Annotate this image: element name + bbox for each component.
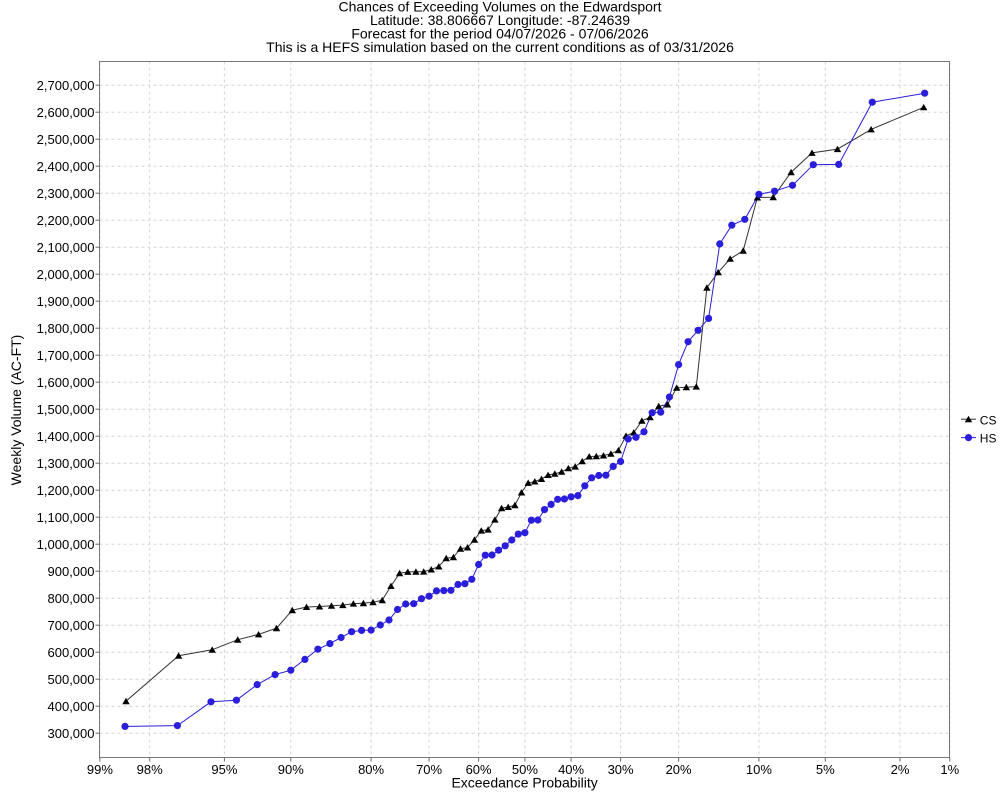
svg-text:1,200,000: 1,200,000 <box>37 483 95 498</box>
svg-text:30%: 30% <box>608 762 634 777</box>
svg-text:2,700,000: 2,700,000 <box>37 78 95 93</box>
svg-text:800,000: 800,000 <box>48 591 95 606</box>
svg-text:5%: 5% <box>816 762 835 777</box>
svg-text:90%: 90% <box>278 762 304 777</box>
svg-text:99%: 99% <box>87 762 113 777</box>
svg-text:50%: 50% <box>512 762 538 777</box>
svg-text:Exceedance Probability: Exceedance Probability <box>451 775 597 791</box>
svg-text:Chances of Exceeding Volumes o: Chances of Exceeding Volumes on the Edwa… <box>339 0 662 15</box>
svg-text:Latitude: 38.806667 Longitude:: Latitude: 38.806667 Longitude: -87.24639 <box>370 12 630 28</box>
svg-text:1,400,000: 1,400,000 <box>37 429 95 444</box>
svg-text:1,100,000: 1,100,000 <box>37 510 95 525</box>
svg-text:40%: 40% <box>558 762 584 777</box>
svg-text:2,400,000: 2,400,000 <box>37 159 95 174</box>
svg-text:1,900,000: 1,900,000 <box>37 294 95 309</box>
svg-text:2,000,000: 2,000,000 <box>37 267 95 282</box>
svg-text:HS: HS <box>980 432 997 446</box>
svg-text:2%: 2% <box>891 762 910 777</box>
svg-text:700,000: 700,000 <box>48 618 95 633</box>
svg-text:10%: 10% <box>746 762 772 777</box>
svg-text:2,100,000: 2,100,000 <box>37 240 95 255</box>
svg-text:1,300,000: 1,300,000 <box>37 456 95 471</box>
svg-text:1,500,000: 1,500,000 <box>37 402 95 417</box>
svg-text:600,000: 600,000 <box>48 645 95 660</box>
svg-text:1,700,000: 1,700,000 <box>37 348 95 363</box>
svg-text:900,000: 900,000 <box>48 564 95 579</box>
svg-text:2,300,000: 2,300,000 <box>37 186 95 201</box>
svg-text:400,000: 400,000 <box>48 699 95 714</box>
svg-text:98%: 98% <box>137 762 163 777</box>
svg-text:2,200,000: 2,200,000 <box>37 213 95 228</box>
svg-text:60%: 60% <box>466 762 492 777</box>
svg-text:80%: 80% <box>358 762 384 777</box>
svg-text:300,000: 300,000 <box>48 726 95 741</box>
svg-text:1,800,000: 1,800,000 <box>37 321 95 336</box>
svg-text:95%: 95% <box>211 762 237 777</box>
svg-text:1%: 1% <box>940 762 959 777</box>
svg-text:20%: 20% <box>666 762 692 777</box>
svg-text:CS: CS <box>980 413 997 427</box>
svg-text:Weekly Volume (AC-FT): Weekly Volume (AC-FT) <box>8 335 24 486</box>
svg-text:This is a HEFS simulation base: This is a HEFS simulation based on the c… <box>266 39 734 55</box>
svg-text:Forecast for the period 04/07/: Forecast for the period 04/07/2026 - 07/… <box>351 25 649 41</box>
svg-text:2,500,000: 2,500,000 <box>37 132 95 147</box>
svg-text:1,000,000: 1,000,000 <box>37 537 95 552</box>
svg-text:70%: 70% <box>416 762 442 777</box>
svg-text:1,600,000: 1,600,000 <box>37 375 95 390</box>
svg-text:2,600,000: 2,600,000 <box>37 105 95 120</box>
svg-text:500,000: 500,000 <box>48 672 95 687</box>
